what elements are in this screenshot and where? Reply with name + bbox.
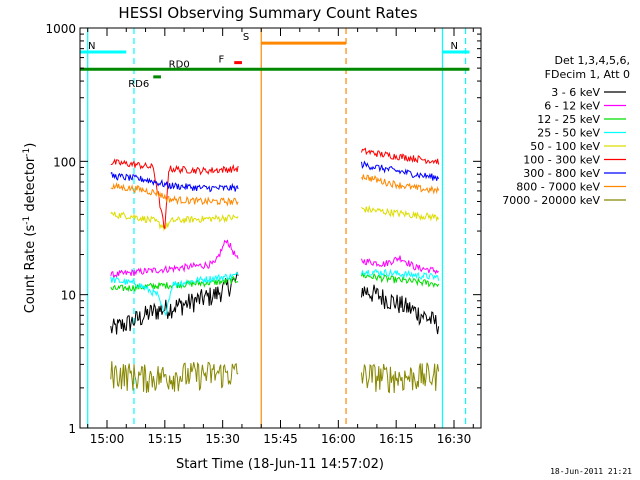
legend-header-line1: Det 1,3,4,5,6, [554, 54, 630, 67]
x-tick-label-5: 16:15 [379, 432, 414, 446]
series-line-0-seg1 [110, 271, 239, 335]
series-line-1-seg2 [361, 255, 439, 275]
series-line-7-seg2 [361, 174, 440, 195]
series-line-3-seg1 [110, 271, 239, 317]
flag-label-rd6-5: RD6 [128, 79, 149, 90]
y-axis-label-main: Count Rate (s [23, 225, 38, 314]
plot-area: N N S F RD0 RD6 [80, 28, 470, 428]
series-line-8-seg2 [361, 362, 440, 394]
legend-label-2: 12 - 25 keV [537, 113, 600, 126]
legend-header-line2: FDecim 1, Att 0 [545, 68, 630, 81]
flag-label-f-3: F [218, 55, 224, 66]
legend-label-8: 7000 - 20000 keV [502, 194, 600, 207]
y-axis-label-sup2: -1 [22, 148, 32, 157]
y-axis-label-end: ) [23, 143, 38, 148]
series-line-7-seg1 [110, 182, 239, 207]
series-line-6-seg2 [361, 160, 440, 181]
series-line-1-seg1 [110, 239, 239, 279]
x-axis-label: Start Time (18-Jun-11 14:57:02) [176, 457, 384, 472]
y-axis-label-mid: detector [23, 156, 38, 216]
legend-label-1: 6 - 12 keV [544, 100, 600, 113]
flag-label-n-1: N [450, 41, 457, 52]
x-tick-label-3: 15:45 [263, 432, 298, 446]
y-axis-label-sup1: -1 [22, 216, 32, 225]
series-line-5-seg2 [361, 147, 440, 165]
y-tick-label-2: 100 [53, 155, 76, 169]
flag-label-n-0: N [88, 41, 95, 52]
x-axis: 15:00 15:15 15:30 15:45 16:00 16:15 16:30 [87, 28, 474, 446]
legend-label-0: 3 - 6 keV [551, 86, 600, 99]
flag-label-rd0-4: RD0 [169, 59, 190, 70]
y-axis-label: Count Rate (s-1 detector-1) [22, 143, 38, 314]
legend-label-6: 300 - 800 keV [523, 167, 600, 180]
series-line-4-seg1 [110, 211, 239, 232]
series-line-0-seg2 [361, 284, 440, 335]
legend-label-3: 25 - 50 keV [537, 127, 600, 140]
series-line-6-seg1 [110, 171, 239, 193]
legend-label-4: 50 - 100 keV [530, 140, 600, 153]
footer-timestamp: 18-Jun-2011 21:21 [550, 467, 632, 476]
series-line-8-seg1 [110, 361, 239, 393]
chart-title: HESSI Observing Summary Count Rates [118, 4, 417, 22]
x-tick-label-1: 15:15 [148, 432, 183, 446]
x-tick-label-6: 16:30 [437, 432, 472, 446]
x-tick-label-4: 16:00 [321, 432, 356, 446]
legend: Det 1,3,4,5,6, FDecim 1, Att 0 3 - 6 keV… [502, 54, 630, 207]
series-line-4-seg2 [361, 204, 440, 223]
series-line-3-seg2 [361, 268, 440, 281]
legend-label-5: 100 - 300 keV [523, 154, 600, 167]
legend-label-7: 800 - 7000 keV [516, 181, 600, 194]
flag-label-s-2: S [243, 32, 249, 43]
x-tick-label-2: 15:30 [205, 432, 240, 446]
y-axis: 1 10 100 1000 [45, 22, 481, 436]
y-tick-label-0: 1 [68, 422, 76, 436]
y-tick-label-1: 10 [61, 289, 76, 303]
series-line-5-seg1 [110, 158, 239, 230]
series-line-2-seg2 [361, 272, 440, 288]
x-tick-label-0: 15:00 [90, 432, 125, 446]
y-tick-label-3: 1000 [45, 22, 76, 36]
